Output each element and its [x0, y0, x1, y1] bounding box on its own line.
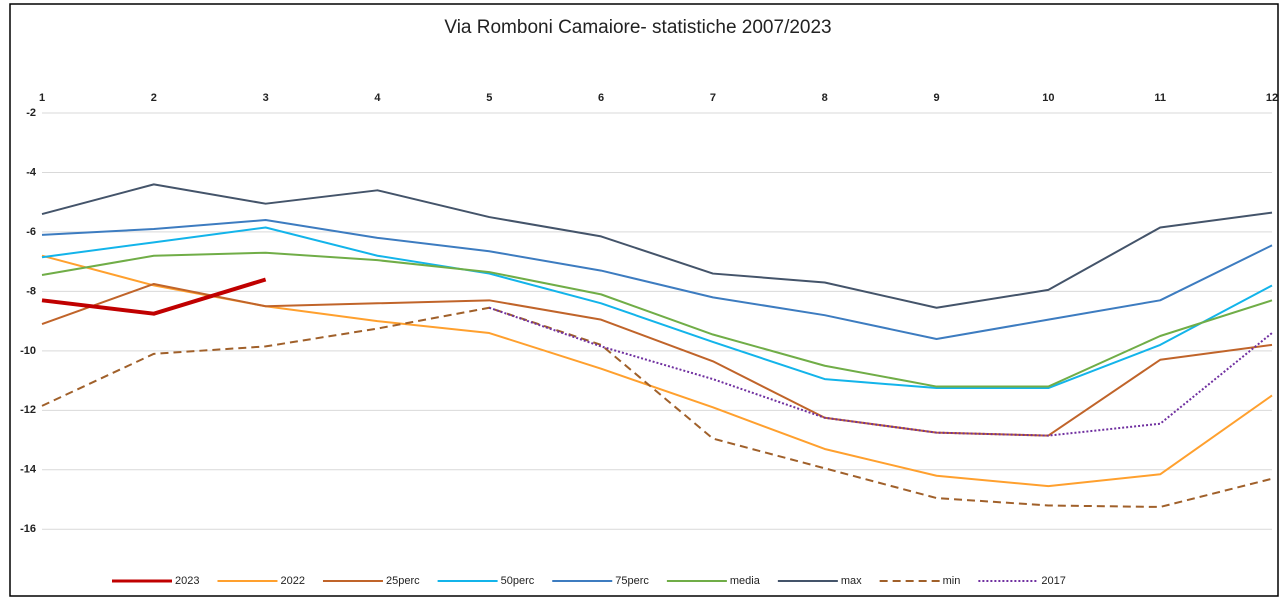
- x-tick-label: 4: [374, 92, 381, 104]
- y-tick-label: -16: [20, 523, 36, 535]
- x-tick-label: 7: [710, 92, 716, 104]
- legend-label: 2023: [175, 575, 199, 587]
- x-tick-label: 11: [1154, 92, 1166, 104]
- legend-label: max: [841, 575, 862, 587]
- series-line: [41, 219, 1273, 340]
- y-tick-label: -4: [26, 166, 37, 178]
- y-tick-label: -2: [26, 107, 36, 119]
- chart-border: [9, 3, 1279, 597]
- x-tick-label: 10: [1042, 92, 1054, 104]
- legend-label: min: [943, 575, 961, 587]
- chart-title: Via Romboni Camaiore- statistiche 2007/2…: [444, 17, 831, 38]
- legend-label: media: [730, 575, 761, 587]
- x-tick-label: 12: [1266, 92, 1278, 104]
- x-tick-label: 6: [598, 92, 604, 104]
- series-line: [41, 226, 1273, 390]
- y-tick-label: -8: [26, 285, 36, 297]
- x-tick-label: 5: [486, 92, 492, 104]
- legend-label: 50perc: [501, 575, 535, 587]
- legend-label: 25perc: [386, 575, 420, 587]
- x-tick-label: 3: [263, 92, 269, 104]
- legend-label: 75perc: [615, 575, 649, 587]
- series-line: [41, 306, 1273, 508]
- series-line: [41, 282, 1273, 437]
- series-line: [488, 306, 1273, 437]
- legend-label: 2022: [280, 575, 304, 587]
- y-tick-label: -14: [20, 464, 37, 476]
- series-line: [41, 277, 267, 316]
- x-tick-label: 9: [933, 92, 939, 104]
- y-tick-label: -12: [20, 404, 36, 416]
- y-tick-label: -6: [26, 226, 36, 238]
- x-tick-label: 1: [39, 92, 45, 104]
- series-line: [41, 251, 1273, 388]
- series-line: [41, 183, 1273, 309]
- x-tick-label: 8: [822, 92, 828, 104]
- x-tick-label: 2: [151, 92, 157, 104]
- legend-label: 2017: [1041, 575, 1065, 587]
- y-tick-label: -10: [20, 345, 36, 357]
